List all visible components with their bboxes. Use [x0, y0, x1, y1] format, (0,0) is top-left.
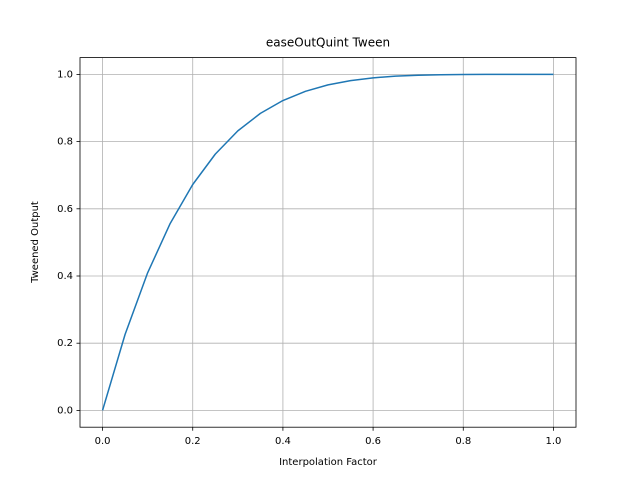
y-tick-label: 1.0 — [57, 69, 73, 80]
y-tick-label: 0.4 — [57, 271, 73, 282]
x-axis-label: Interpolation Factor — [279, 457, 378, 468]
y-tick-label: 0.0 — [57, 405, 73, 416]
line-series — [101, 73, 554, 411]
chart-title: easeOutQuint Tween — [266, 36, 390, 50]
plot-frame — [79, 57, 577, 428]
y-tick-label: 0.6 — [57, 204, 73, 215]
x-tick-label: 0.6 — [365, 436, 381, 447]
x-tick-label: 0.2 — [185, 436, 201, 447]
x-tick-label: 1.0 — [546, 436, 562, 447]
y-tick-label: 0.8 — [57, 137, 73, 148]
x-tick-label: 0.4 — [275, 436, 291, 447]
y-tick-label: 0.2 — [57, 338, 73, 349]
x-tick-label: 0.0 — [95, 436, 111, 447]
x-tick-label: 0.8 — [455, 436, 471, 447]
y-axis-label: Tweened Output — [30, 201, 41, 284]
